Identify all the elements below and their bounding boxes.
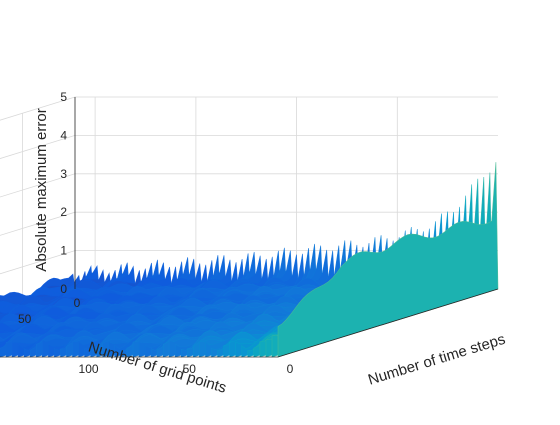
y-tick-label: 0 xyxy=(287,362,294,376)
z-tick-label: 0 xyxy=(60,282,67,296)
z-axis-label: Absolute maximum error xyxy=(33,108,50,271)
x-tick-label: 50 xyxy=(18,312,32,326)
z-tick-label: 4 xyxy=(60,128,67,142)
z-tick-label: 2 xyxy=(60,205,67,219)
z-tick-label: 1 xyxy=(60,244,67,258)
x-tick-label: 0 xyxy=(74,296,81,310)
z-tick-label: 5 xyxy=(60,90,67,104)
z-tick-label: 3 xyxy=(60,167,67,181)
y-axis-label: Number of time steps xyxy=(366,331,507,389)
y-tick-label: 100 xyxy=(79,362,99,376)
